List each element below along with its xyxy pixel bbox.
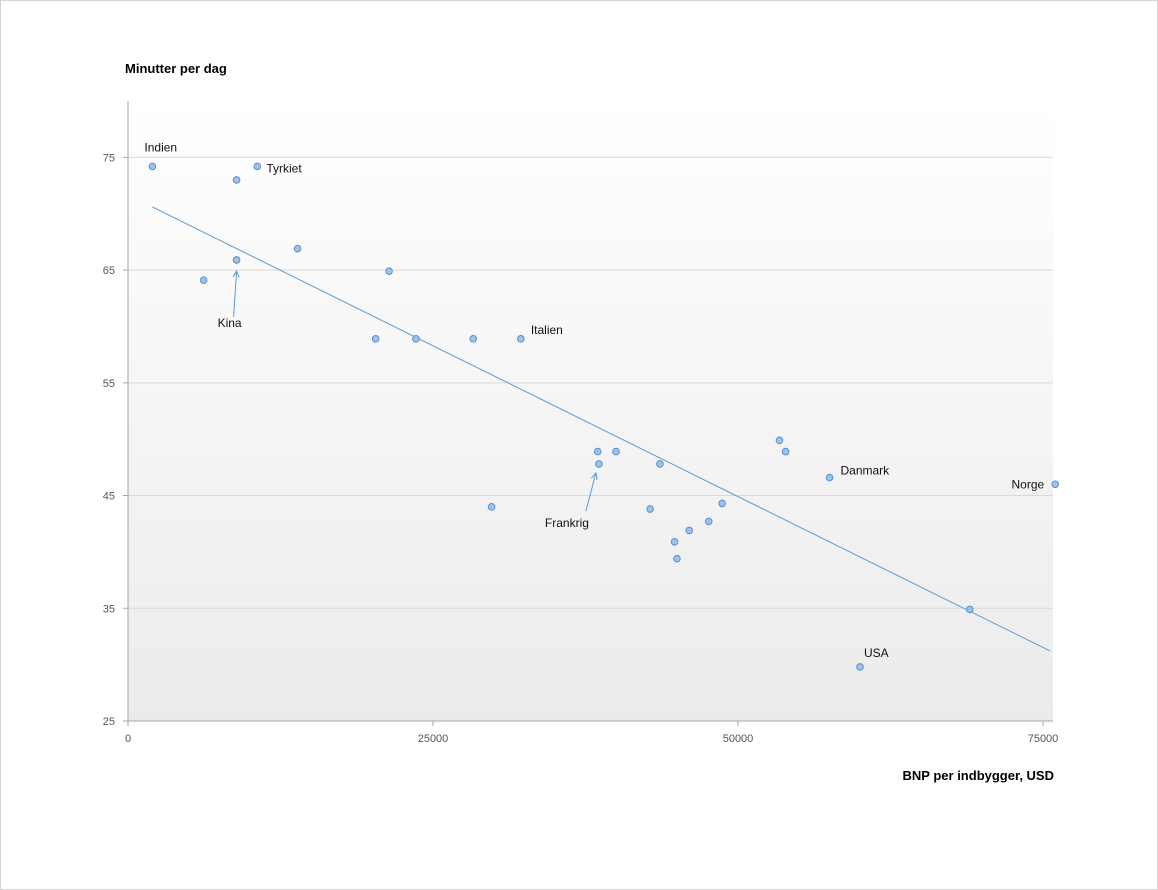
- data-point: [293, 244, 302, 253]
- x-tick-labels: 0 25000 50000 75000: [125, 721, 1058, 745]
- y-axis-title: Minutter per dag: [125, 61, 227, 76]
- y-tick-label: 35: [103, 603, 115, 615]
- callout-arrow: [233, 270, 238, 317]
- data-point: [670, 537, 679, 546]
- x-axis-title: BNP per indbygger, USD: [903, 768, 1054, 783]
- y-tick-label: 75: [103, 152, 115, 164]
- data-point: [593, 447, 602, 456]
- point-label: USA: [864, 646, 889, 660]
- point-labels: Indien Tyrkiet Kina Italien Frankrig Danmark N…: [144, 140, 1044, 660]
- data-point: [704, 517, 713, 526]
- data-point: [966, 605, 974, 614]
- data-point: [469, 335, 478, 343]
- x-tick-label: 0: [125, 733, 131, 745]
- callout-arrowhead: [232, 269, 240, 278]
- plot-area: [128, 101, 1053, 721]
- y-tick-label: 65: [103, 265, 115, 277]
- point-label: Tyrkiet: [266, 161, 302, 175]
- data-point: [232, 256, 241, 264]
- data-point: [825, 473, 834, 482]
- callout-arrowhead: [590, 471, 598, 480]
- x-tick-label: 50000: [723, 733, 754, 745]
- data-point: [517, 335, 525, 343]
- data-point: [148, 162, 157, 171]
- point-label: Italien: [531, 323, 563, 337]
- data-point: [775, 436, 784, 445]
- data-points: [148, 162, 1059, 671]
- x-tick-label: 75000: [1028, 733, 1059, 745]
- data-point: [595, 460, 603, 468]
- data-point: [487, 503, 496, 511]
- gridlines: [128, 156, 1053, 609]
- x-tick-label: 25000: [418, 733, 449, 745]
- data-point: [685, 526, 694, 535]
- data-point: [1051, 480, 1059, 489]
- data-point: [199, 276, 208, 285]
- point-label: Norge: [1012, 477, 1045, 491]
- point-label: Frankrig: [545, 516, 589, 530]
- point-label: Kina: [218, 316, 242, 330]
- data-point: [385, 267, 393, 276]
- data-point: [781, 447, 790, 456]
- callout-arrow: [585, 472, 597, 512]
- y-tick-label: 45: [103, 491, 115, 503]
- trendline: [152, 206, 1051, 652]
- data-point: [232, 176, 241, 184]
- y-tick-label: 55: [103, 378, 115, 390]
- y-tick-label: 25: [103, 716, 115, 728]
- data-point: [612, 447, 620, 456]
- trendline-group: [152, 206, 1051, 652]
- data-point: [856, 663, 864, 671]
- data-point: [371, 335, 380, 343]
- point-label: Danmark: [841, 464, 891, 478]
- data-point: [253, 162, 262, 171]
- data-point: [646, 505, 654, 513]
- data-point: [412, 335, 420, 343]
- data-point: [656, 460, 664, 468]
- y-tick-labels: 25 35 45 55 65 75: [103, 152, 128, 728]
- point-label: Indien: [144, 140, 177, 154]
- data-point: [718, 499, 726, 508]
- data-point: [673, 554, 681, 563]
